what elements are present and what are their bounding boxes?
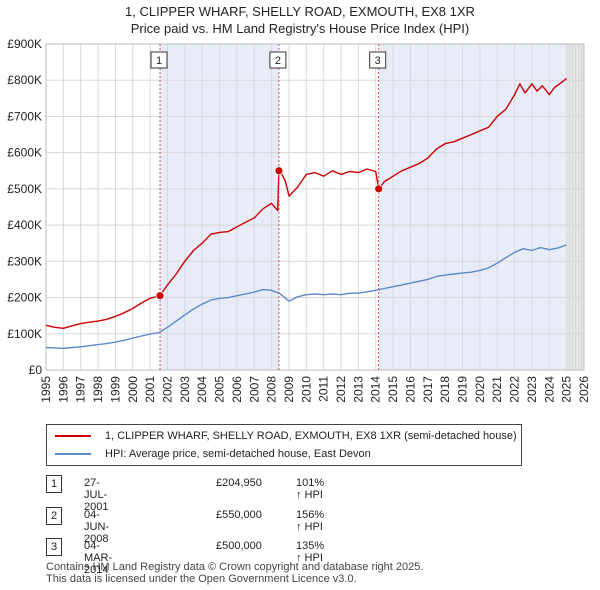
- legend-label-property: 1, CLIPPER WHARF, SHELLY ROAD, EXMOUTH, …: [105, 430, 517, 442]
- y-tick-label: £800K: [7, 73, 42, 87]
- x-tick-label: 2011: [317, 376, 331, 402]
- transaction-date: 04-JUN-2008: [84, 509, 110, 545]
- chart-legend: 1, CLIPPER WHARF, SHELLY ROAD, EXMOUTH, …: [46, 424, 522, 466]
- x-tick-label: 2014: [369, 376, 383, 403]
- x-tick-label: 1999: [108, 376, 122, 403]
- x-tick-label: 2000: [126, 376, 140, 403]
- y-tick-label: £300K: [7, 254, 42, 268]
- x-tick-label: 2017: [421, 376, 435, 403]
- x-tick-label: 2010: [299, 376, 313, 403]
- sale-label-number: 3: [375, 55, 381, 67]
- chart-area: £0 £100K £200K £300K £400K £500K £600K £700K £80…: [7, 37, 591, 403]
- sale-point: [274, 166, 284, 176]
- x-tick-label: 2026: [577, 376, 591, 403]
- x-tick-label: 2001: [143, 376, 157, 403]
- transaction-price: £500,000: [216, 540, 262, 552]
- transaction-hpi: 135% ↑ HPI: [296, 540, 325, 564]
- x-tick-label: 1998: [91, 376, 105, 403]
- transaction-hpi: 156% ↑ HPI: [296, 509, 325, 533]
- y-tick-label: £200K: [7, 291, 42, 305]
- transaction-number: 3: [46, 538, 62, 556]
- legend-swatch-hpi: [55, 453, 91, 455]
- transaction-price: £204,950: [216, 477, 262, 489]
- x-tick-label: 2022: [508, 376, 522, 403]
- x-tick-label: 2018: [438, 376, 452, 403]
- x-tick-label: 2012: [334, 376, 348, 403]
- sale-span-shade: [378, 44, 567, 370]
- y-tick-label: £0: [29, 363, 43, 377]
- x-tick-label: 2016: [403, 376, 417, 403]
- x-tick-label: 2003: [178, 376, 192, 403]
- y-tick-label: £400K: [7, 218, 42, 232]
- sale-label-box: [369, 51, 387, 69]
- y-tick-label: £900K: [7, 37, 42, 51]
- sale-label-box: [269, 51, 287, 69]
- legend-item-property: 1, CLIPPER WHARF, SHELLY ROAD, EXMOUTH, …: [55, 428, 517, 444]
- legend-item-hpi: HPI: Average price, semi-detached house,…: [55, 446, 371, 462]
- x-tick-label: 1997: [74, 376, 88, 403]
- transaction-hpi: 101% ↑ HPI: [296, 477, 325, 501]
- x-tick-label: 2004: [195, 376, 209, 403]
- plot-border: [45, 43, 585, 371]
- x-tick-label: 2009: [282, 376, 296, 403]
- y-tick-label: £700K: [7, 109, 42, 123]
- transaction-number: 2: [46, 507, 62, 525]
- transaction-date: 27-JUL-2001: [84, 477, 109, 513]
- x-tick-label: 2024: [542, 376, 556, 403]
- x-tick-label: 2020: [473, 376, 487, 403]
- chart-title-line2: Price paid vs. HM Land Registry's House …: [130, 21, 470, 36]
- footer-licence: This data is licensed under the Open Gov…: [46, 573, 357, 585]
- x-tick-label: 1995: [39, 376, 53, 403]
- y-tick-label: £100K: [7, 327, 42, 341]
- x-tick-label: 2006: [230, 376, 244, 403]
- series-line-property: [45, 77, 568, 329]
- x-tick-label: 2008: [265, 376, 279, 403]
- transaction-price: £550,000: [216, 509, 262, 521]
- footer-copyright: Contains HM Land Registry data © Crown c…: [46, 561, 424, 573]
- x-tick-label: 2025: [560, 376, 574, 403]
- series-line-hpi: [45, 244, 567, 349]
- chart-title-line1: 1, CLIPPER WHARF, SHELLY ROAD, EXMOUTH, …: [125, 4, 475, 19]
- y-tick-label: £500K: [7, 182, 42, 196]
- y-tick-label: £600K: [7, 146, 42, 160]
- x-tick-label: 2007: [247, 376, 261, 403]
- x-tick-label: 1996: [56, 376, 70, 403]
- transaction-date: 04-MAR-2014: [84, 540, 113, 576]
- sale-point: [374, 184, 384, 194]
- legend-swatch-property: [55, 435, 91, 437]
- sale-label-number: 1: [156, 55, 162, 67]
- sale-label-number: 2: [275, 55, 281, 67]
- x-tick-label: 2023: [525, 376, 539, 403]
- legend-label-hpi: HPI: Average price, semi-detached house,…: [105, 448, 371, 460]
- transaction-number: 1: [46, 475, 62, 493]
- future-shade: [566, 44, 584, 370]
- x-tick-label: 2005: [213, 376, 227, 403]
- sale-point: [155, 291, 165, 301]
- x-tick-label: 2013: [351, 376, 365, 403]
- x-tick-label: 2021: [490, 376, 504, 403]
- x-tick-label: 2015: [386, 376, 400, 403]
- sale-label-box: [150, 51, 168, 69]
- x-tick-label: 2002: [160, 376, 174, 403]
- x-tick-label: 2019: [456, 376, 470, 403]
